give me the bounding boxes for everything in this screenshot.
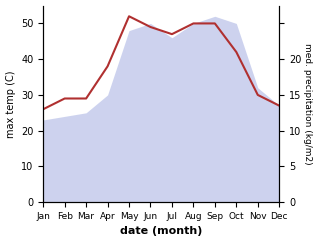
X-axis label: date (month): date (month) [120, 227, 203, 236]
Y-axis label: med. precipitation (kg/m2): med. precipitation (kg/m2) [303, 43, 313, 165]
Y-axis label: max temp (C): max temp (C) [5, 70, 16, 138]
